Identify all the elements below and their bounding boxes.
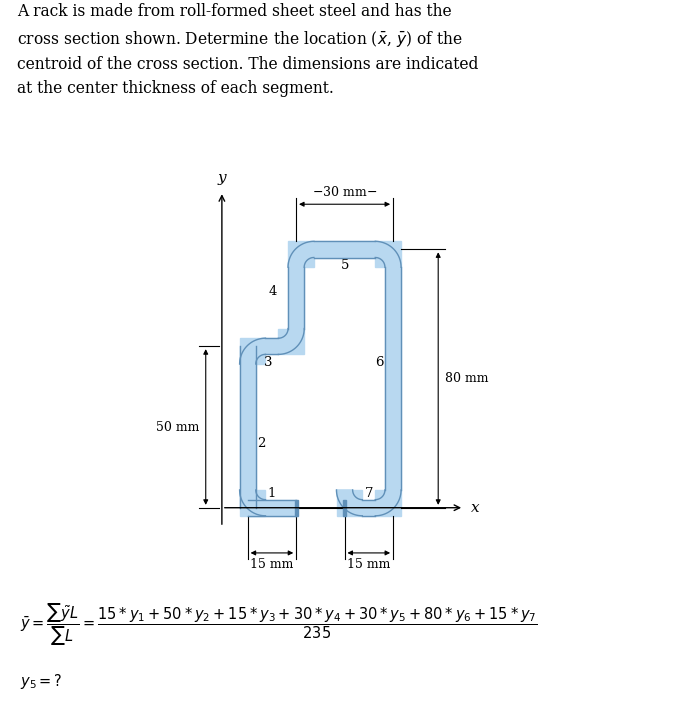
Polygon shape [336,490,362,516]
Text: 1: 1 [268,486,276,500]
Polygon shape [295,500,297,516]
Text: 7: 7 [365,486,373,500]
Polygon shape [362,500,376,516]
Polygon shape [240,347,256,508]
Text: A rack is made from roll-formed sheet steel and has the
cross section shown. Det: A rack is made from roll-formed sheet st… [17,4,479,97]
Text: y: y [217,171,226,185]
Polygon shape [385,267,401,490]
Polygon shape [248,500,296,516]
Polygon shape [279,328,304,354]
Polygon shape [288,241,314,267]
Text: 3: 3 [264,356,273,369]
Polygon shape [376,490,401,516]
Text: 4: 4 [269,285,277,298]
Text: 6: 6 [375,356,384,369]
Text: 50 mm: 50 mm [156,420,199,434]
Text: $\bar{y} = \dfrac{\sum \tilde{y}L}{\sum L}$$= \dfrac{15*y_1+50*y_2+15*y_3+30*y_4: $\bar{y} = \dfrac{\sum \tilde{y}L}{\sum … [20,602,538,648]
Polygon shape [240,490,265,516]
Polygon shape [265,338,279,354]
Polygon shape [240,338,265,364]
Text: $-$30 mm$-$: $-$30 mm$-$ [312,186,377,200]
Polygon shape [288,241,314,267]
Polygon shape [288,267,304,328]
Text: 2: 2 [257,437,266,450]
Polygon shape [376,241,401,267]
Text: 15 mm: 15 mm [347,557,390,571]
Text: 5: 5 [341,259,349,272]
Polygon shape [279,328,304,354]
Text: 15 mm: 15 mm [250,557,293,571]
Polygon shape [240,338,265,364]
Polygon shape [314,241,376,257]
Text: 80 mm: 80 mm [445,372,488,385]
Text: x: x [470,501,479,515]
Polygon shape [376,241,401,267]
Polygon shape [376,490,401,516]
Polygon shape [343,500,346,516]
Polygon shape [336,490,362,516]
Polygon shape [240,490,265,516]
Text: $y_5 = ?$: $y_5 = ?$ [20,671,63,690]
